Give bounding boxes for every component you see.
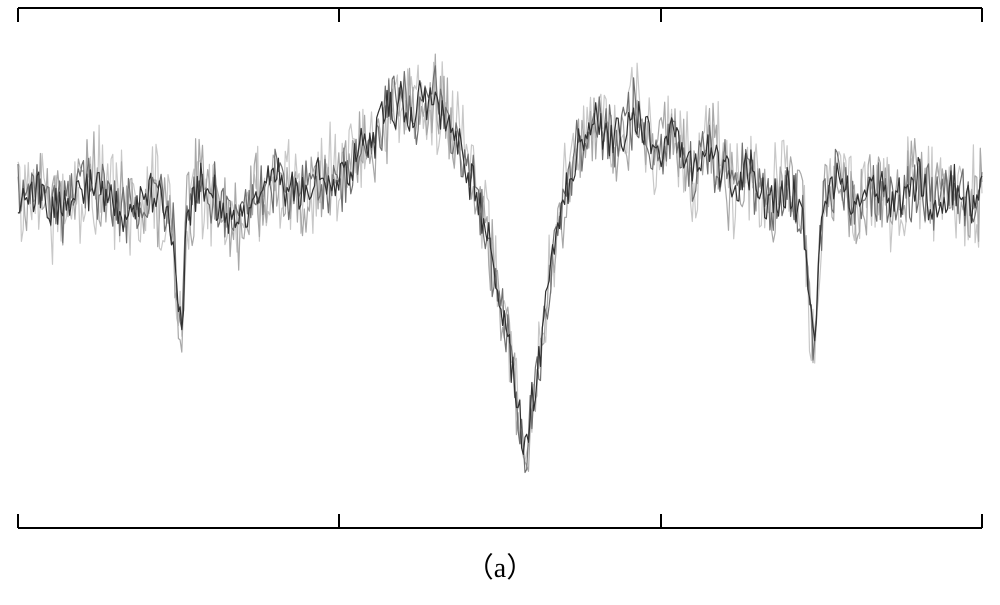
signal-series	[18, 54, 982, 472]
chart-container: （a）	[0, 0, 1000, 605]
series-0	[18, 62, 982, 461]
series-1	[18, 54, 982, 471]
axes	[18, 8, 982, 528]
chart-caption: （a）	[0, 546, 1000, 586]
signal-chart	[0, 0, 1000, 605]
series-2	[18, 66, 982, 473]
series-3	[18, 81, 982, 455]
